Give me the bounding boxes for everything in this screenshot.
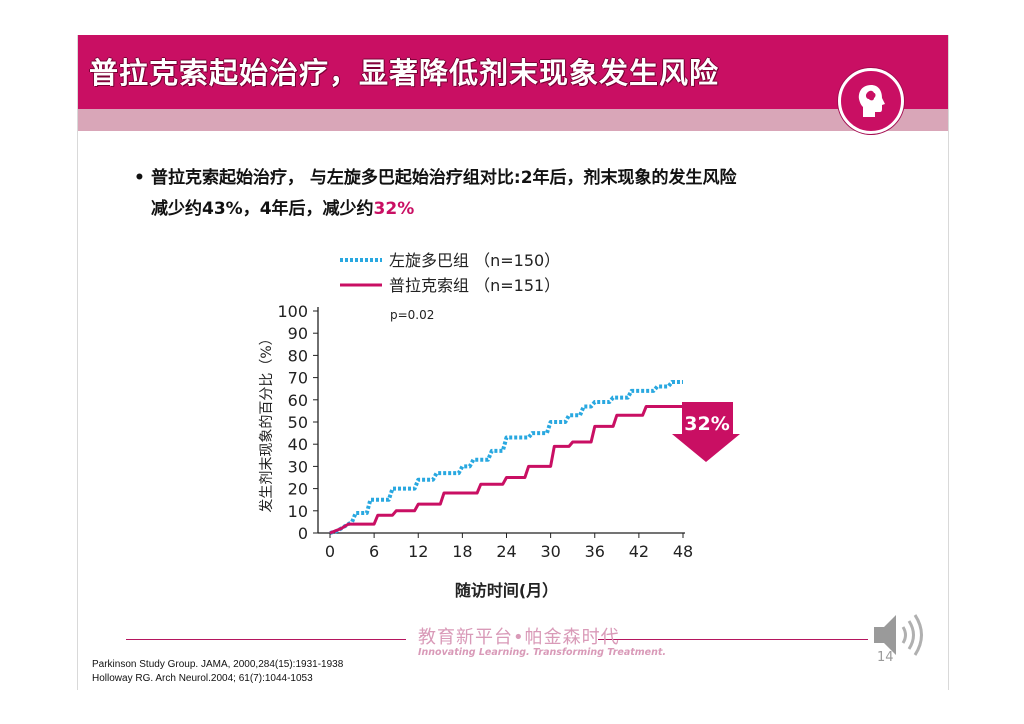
x-tick-label: 12 xyxy=(408,542,428,561)
y-tick-label: 10 xyxy=(288,502,308,521)
x-axis-label: 随访时间(月） xyxy=(455,581,558,600)
y-tick-label: 80 xyxy=(288,346,308,365)
slide-title: 普拉克索起始治疗，显著降低剂末现象发生风险 xyxy=(89,56,720,90)
y-tick-label: 70 xyxy=(288,369,308,388)
x-tick-label: 30 xyxy=(540,542,560,561)
y-tick-label: 0 xyxy=(298,524,308,543)
x-tick-label: 48 xyxy=(673,542,693,561)
bullet-line-1: 普拉克索起始治疗， 与左旋多巴起始治疗组对比:2年后，剂末现象的发生风险 xyxy=(151,168,737,188)
y-tick-label: 20 xyxy=(288,480,308,499)
x-tick-label: 18 xyxy=(452,542,472,561)
y-tick-label: 40 xyxy=(288,435,308,454)
y-axis-label: 发生剂末现象的百分比（%） xyxy=(259,331,275,512)
y-tick-label: 90 xyxy=(288,324,308,343)
footer-divider-right xyxy=(598,639,868,640)
y-tick-label: 30 xyxy=(288,457,308,476)
legend-label-2: 普拉克索组 （n=151） xyxy=(389,276,560,295)
y-tick-label: 100 xyxy=(277,302,308,321)
logo xyxy=(838,68,904,134)
y-tick-label: 60 xyxy=(288,391,308,410)
reference-1: Parkinson Study Group. JAMA, 2000,284(15… xyxy=(92,659,344,670)
page-number: 14 xyxy=(877,650,894,665)
x-tick-label: 6 xyxy=(369,542,379,561)
footer-divider-left xyxy=(126,639,406,640)
x-tick-label: 36 xyxy=(585,542,605,561)
reference-2: Holloway RG. Arch Neurol.2004; 61(7):104… xyxy=(92,673,313,684)
brand-tagline: Innovating Learning. Transforming Treatm… xyxy=(418,647,667,658)
references: Parkinson Study Group. JAMA, 2000,284(15… xyxy=(92,658,343,686)
slide: 普拉克索起始治疗，显著降低剂末现象发生风险 • 普拉克索起始治疗， 与左旋多巴起… xyxy=(77,35,949,690)
series-line-1 xyxy=(329,380,683,535)
series-line-2 xyxy=(329,405,683,535)
title-bar: 普拉克索起始治疗，显著降低剂末现象发生风险 xyxy=(78,35,948,109)
title-band xyxy=(78,109,948,131)
legend-label-1: 左旋多巴组 （n=150） xyxy=(389,251,560,270)
bullet-line-2-text: 减少约43%，4年后，减少约 xyxy=(151,199,374,219)
bullet-highlight: 32% xyxy=(373,199,415,219)
y-tick-label: 50 xyxy=(288,413,308,432)
speaker-icon[interactable] xyxy=(868,605,928,669)
x-tick-label: 42 xyxy=(629,542,649,561)
brand-name: 教育新平台•帕金森时代 xyxy=(418,627,620,648)
callout-arrow xyxy=(672,402,740,462)
bullet-marker: • xyxy=(134,168,145,188)
x-tick-label: 0 xyxy=(325,542,335,561)
callout-label: 32% xyxy=(684,413,729,435)
x-tick-label: 24 xyxy=(496,542,516,561)
bullet-line-2: 减少约43%，4年后，减少约32% xyxy=(151,194,414,225)
p-value-annotation: p=0.02 xyxy=(390,308,434,322)
